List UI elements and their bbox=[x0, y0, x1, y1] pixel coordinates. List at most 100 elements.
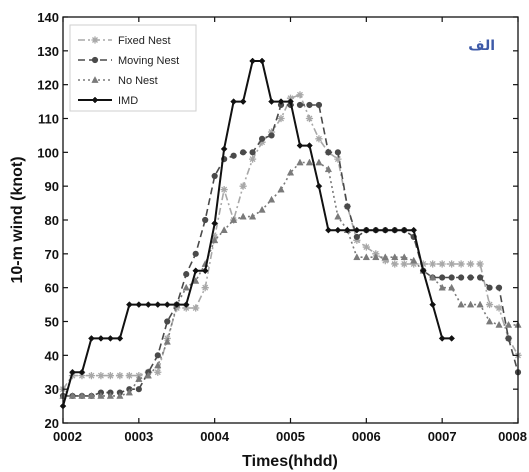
legend-marker bbox=[91, 76, 99, 83]
y-tick-label: 130 bbox=[37, 44, 59, 59]
data-point bbox=[381, 226, 389, 234]
data-point bbox=[485, 317, 494, 325]
data-point bbox=[182, 304, 190, 312]
data-point bbox=[277, 114, 285, 123]
y-tick-label: 70 bbox=[45, 247, 59, 262]
data-point bbox=[400, 253, 408, 261]
data-point bbox=[87, 372, 96, 380]
data-point bbox=[154, 301, 162, 308]
data-point bbox=[495, 304, 503, 312]
data-point bbox=[429, 260, 437, 268]
data-point bbox=[135, 386, 142, 393]
data-point bbox=[164, 318, 171, 325]
data-point bbox=[448, 274, 455, 281]
data-point bbox=[135, 375, 143, 382]
y-tick-label: 40 bbox=[45, 348, 59, 363]
data-point bbox=[258, 138, 266, 146]
data-point bbox=[325, 149, 332, 156]
data-point bbox=[201, 284, 209, 292]
data-point bbox=[296, 101, 304, 109]
data-point bbox=[249, 149, 256, 156]
y-tick-label: 80 bbox=[45, 213, 59, 228]
data-point bbox=[391, 253, 399, 261]
legend-marker bbox=[91, 56, 99, 64]
data-point bbox=[230, 98, 237, 105]
data-point bbox=[249, 57, 256, 65]
data-point bbox=[144, 301, 152, 308]
data-point bbox=[476, 274, 484, 281]
data-point bbox=[353, 236, 361, 244]
legend-label: No Nest bbox=[118, 75, 158, 87]
data-point bbox=[344, 203, 351, 210]
x-tick-label: 0004 bbox=[200, 429, 230, 444]
data-point bbox=[277, 185, 285, 193]
legend: Fixed Nest Moving Nest No Nest IMD bbox=[69, 24, 197, 112]
data-point bbox=[429, 273, 437, 281]
data-point bbox=[258, 205, 266, 213]
data-point bbox=[410, 260, 418, 268]
data-point bbox=[173, 301, 181, 308]
data-point bbox=[362, 226, 370, 234]
y-tick-label: 30 bbox=[45, 382, 59, 397]
data-point bbox=[268, 132, 275, 139]
data-point bbox=[391, 226, 399, 234]
data-point bbox=[306, 142, 313, 149]
data-point bbox=[154, 352, 161, 359]
data-point bbox=[88, 335, 95, 342]
data-point bbox=[97, 392, 105, 399]
data-point bbox=[400, 226, 408, 234]
legend-entry: Fixed Nest bbox=[78, 35, 171, 47]
data-point bbox=[429, 301, 437, 308]
series-layer bbox=[59, 57, 522, 410]
data-point bbox=[476, 300, 484, 308]
data-point bbox=[192, 250, 199, 257]
data-point bbox=[286, 94, 295, 102]
data-point bbox=[381, 253, 389, 261]
data-point bbox=[505, 335, 512, 342]
legend-label: Moving Nest bbox=[118, 55, 179, 67]
data-point bbox=[362, 243, 370, 251]
data-point bbox=[476, 260, 484, 268]
data-point bbox=[248, 212, 257, 220]
data-point bbox=[438, 260, 446, 268]
legend-marker bbox=[91, 96, 99, 104]
data-point bbox=[466, 300, 475, 308]
data-point bbox=[448, 335, 455, 342]
data-point bbox=[305, 114, 314, 123]
data-point bbox=[183, 271, 190, 278]
data-point bbox=[211, 220, 219, 227]
data-point bbox=[400, 260, 408, 268]
data-point bbox=[107, 335, 114, 342]
data-point bbox=[410, 226, 418, 234]
y-axis-label: 10-m wind (knot) bbox=[9, 156, 26, 283]
x-tick-label: 0007 bbox=[428, 429, 457, 444]
data-point bbox=[381, 257, 389, 265]
x-tick-label: 0002 bbox=[53, 429, 82, 444]
legend-marker bbox=[91, 36, 99, 44]
data-point bbox=[116, 335, 124, 342]
data-point bbox=[248, 155, 257, 163]
data-point bbox=[258, 57, 266, 65]
y-tick-label: 120 bbox=[37, 78, 59, 93]
series-fixed-nest bbox=[59, 91, 522, 393]
data-point bbox=[467, 260, 475, 268]
data-point bbox=[192, 267, 200, 275]
data-point bbox=[78, 368, 86, 376]
data-point bbox=[192, 304, 200, 312]
data-point bbox=[315, 135, 323, 143]
data-point bbox=[78, 392, 86, 399]
data-point bbox=[287, 98, 294, 105]
data-point bbox=[419, 267, 427, 275]
data-point bbox=[173, 304, 181, 312]
data-point bbox=[125, 372, 133, 380]
legend-entry: IMD bbox=[78, 95, 138, 107]
data-point bbox=[97, 335, 105, 342]
data-point bbox=[240, 149, 247, 156]
y-tick-label: 100 bbox=[37, 145, 59, 160]
legend-box bbox=[69, 24, 197, 112]
data-point bbox=[68, 392, 77, 399]
data-point bbox=[258, 135, 266, 142]
panel-label: الف bbox=[468, 38, 495, 54]
data-point bbox=[182, 301, 190, 308]
